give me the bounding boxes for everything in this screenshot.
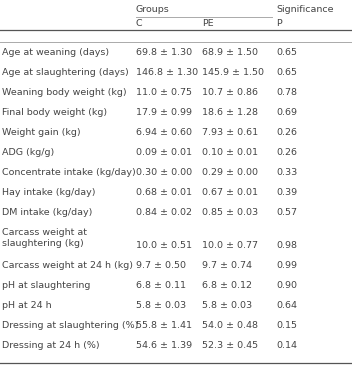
Text: 6.8 ± 0.11: 6.8 ± 0.11 (136, 281, 186, 290)
Text: 0.15: 0.15 (276, 321, 297, 330)
Text: DM intake (kg/day): DM intake (kg/day) (2, 208, 92, 217)
Text: 0.65: 0.65 (276, 68, 297, 77)
Text: 54.0 ± 0.48: 54.0 ± 0.48 (202, 321, 258, 330)
Text: 0.26: 0.26 (276, 128, 297, 137)
Text: Weight gain (kg): Weight gain (kg) (2, 128, 80, 137)
Text: P: P (276, 19, 282, 28)
Text: 69.8 ± 1.30: 69.8 ± 1.30 (136, 48, 191, 57)
Text: 145.9 ± 1.50: 145.9 ± 1.50 (202, 68, 264, 77)
Text: 5.8 ± 0.03: 5.8 ± 0.03 (202, 301, 252, 310)
Text: Weaning body weight (kg): Weaning body weight (kg) (2, 88, 126, 97)
Text: 0.99: 0.99 (276, 261, 297, 270)
Text: 68.9 ± 1.50: 68.9 ± 1.50 (202, 48, 258, 57)
Text: pH at slaughtering: pH at slaughtering (2, 281, 90, 290)
Text: 6.94 ± 0.60: 6.94 ± 0.60 (136, 128, 191, 137)
Text: 54.6 ± 1.39: 54.6 ± 1.39 (136, 341, 191, 350)
Text: Carcass weight at 24 h (kg): Carcass weight at 24 h (kg) (2, 261, 133, 270)
Text: C: C (136, 19, 142, 28)
Text: 6.8 ± 0.12: 6.8 ± 0.12 (202, 281, 252, 290)
Text: 52.3 ± 0.45: 52.3 ± 0.45 (202, 341, 258, 350)
Text: Concentrate intake (kg/day): Concentrate intake (kg/day) (2, 168, 136, 177)
Text: 0.30 ± 0.00: 0.30 ± 0.00 (136, 168, 191, 177)
Text: Age at slaughtering (days): Age at slaughtering (days) (2, 68, 128, 77)
Text: 0.64: 0.64 (276, 301, 297, 310)
Text: 9.7 ± 0.50: 9.7 ± 0.50 (136, 261, 186, 270)
Text: pH at 24 h: pH at 24 h (2, 301, 51, 310)
Text: Hay intake (kg/day): Hay intake (kg/day) (2, 188, 95, 197)
Text: 0.29 ± 0.00: 0.29 ± 0.00 (202, 168, 258, 177)
Text: Carcass weight at: Carcass weight at (2, 228, 87, 237)
Text: 0.69: 0.69 (276, 108, 297, 117)
Text: 0.85 ± 0.03: 0.85 ± 0.03 (202, 208, 258, 217)
Text: 11.0 ± 0.75: 11.0 ± 0.75 (136, 88, 191, 97)
Text: 146.8 ± 1.30: 146.8 ± 1.30 (136, 68, 197, 77)
Text: slaughtering (kg): slaughtering (kg) (2, 239, 83, 248)
Text: Significance: Significance (276, 5, 334, 14)
Text: 10.7 ± 0.86: 10.7 ± 0.86 (202, 88, 258, 97)
Text: 0.67 ± 0.01: 0.67 ± 0.01 (202, 188, 258, 197)
Text: Dressing at slaughtering (%): Dressing at slaughtering (%) (2, 321, 138, 330)
Text: 0.14: 0.14 (276, 341, 297, 350)
Text: Final body weight (kg): Final body weight (kg) (2, 108, 107, 117)
Text: 17.9 ± 0.99: 17.9 ± 0.99 (136, 108, 191, 117)
Text: 9.7 ± 0.74: 9.7 ± 0.74 (202, 261, 252, 270)
Text: 18.6 ± 1.28: 18.6 ± 1.28 (202, 108, 258, 117)
Text: 0.26: 0.26 (276, 148, 297, 157)
Text: 55.8 ± 1.41: 55.8 ± 1.41 (136, 321, 191, 330)
Text: 0.33: 0.33 (276, 168, 297, 177)
Text: 10.0 ± 0.77: 10.0 ± 0.77 (202, 241, 258, 249)
Text: 0.84 ± 0.02: 0.84 ± 0.02 (136, 208, 191, 217)
Text: Groups: Groups (136, 5, 169, 14)
Text: 0.78: 0.78 (276, 88, 297, 97)
Text: 0.68 ± 0.01: 0.68 ± 0.01 (136, 188, 191, 197)
Text: 0.90: 0.90 (276, 281, 297, 290)
Text: 10.0 ± 0.51: 10.0 ± 0.51 (136, 241, 191, 249)
Text: ADG (kg/g): ADG (kg/g) (2, 148, 54, 157)
Text: 7.93 ± 0.61: 7.93 ± 0.61 (202, 128, 258, 137)
Text: 0.09 ± 0.01: 0.09 ± 0.01 (136, 148, 191, 157)
Text: Dressing at 24 h (%): Dressing at 24 h (%) (2, 341, 99, 350)
Text: 0.10 ± 0.01: 0.10 ± 0.01 (202, 148, 258, 157)
Text: PE: PE (202, 19, 214, 28)
Text: 0.57: 0.57 (276, 208, 297, 217)
Text: 0.98: 0.98 (276, 241, 297, 249)
Text: Age at weaning (days): Age at weaning (days) (2, 48, 109, 57)
Text: 5.8 ± 0.03: 5.8 ± 0.03 (136, 301, 186, 310)
Text: 0.65: 0.65 (276, 48, 297, 57)
Text: 0.39: 0.39 (276, 188, 297, 197)
